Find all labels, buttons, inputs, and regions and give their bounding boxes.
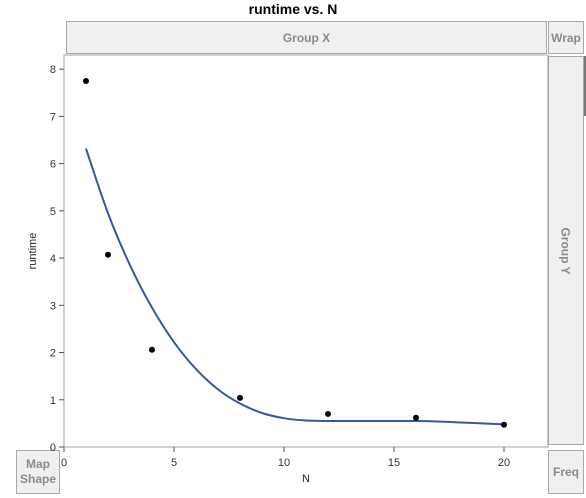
- y-axis-title: runtime: [27, 233, 39, 270]
- y-tick-label-1: 1: [50, 395, 56, 407]
- x-tick-label-15: 15: [388, 457, 400, 469]
- group-x-drop-zone[interactable]: Group X: [66, 21, 547, 54]
- y-tick-label-7: 7: [50, 111, 56, 123]
- group-y-drop-zone[interactable]: Group Y: [548, 56, 584, 445]
- plot-frame: [63, 54, 549, 448]
- x-tick-label-20: 20: [498, 457, 510, 469]
- wrap-label: Wrap: [551, 30, 581, 45]
- data-point-3[interactable]: [149, 346, 155, 353]
- freq-label: Freq: [552, 465, 579, 479]
- data-point-7[interactable]: [501, 421, 507, 428]
- data-point-5[interactable]: [325, 410, 331, 417]
- x-tick-label-5: 5: [171, 457, 177, 469]
- y-tick-label-4: 4: [50, 253, 56, 265]
- wrap-drop-zone[interactable]: Wrap: [548, 21, 584, 54]
- x-axis-title: N: [302, 473, 310, 485]
- y-tick-label-3: 3: [50, 300, 56, 312]
- marks-group: [83, 77, 507, 428]
- y-tick-label-6: 6: [50, 159, 56, 171]
- panel-edge-divider: [584, 56, 586, 116]
- y-tick-label-0: 0: [50, 442, 56, 454]
- group-x-label: Group X: [282, 30, 331, 45]
- map-shape-label-line1: Map: [26, 457, 50, 471]
- y-tick-label-8: 8: [50, 64, 56, 76]
- axes-group: 0 1 2 3 4 5 6 7 8 0 5 10 15 20: [50, 64, 510, 469]
- map-shape-label-line2: Shape: [19, 472, 56, 486]
- data-point-2[interactable]: [105, 251, 111, 258]
- x-tick-label-10: 10: [278, 457, 290, 469]
- data-point-4[interactable]: [237, 394, 243, 401]
- y-tick-label-5: 5: [50, 206, 56, 218]
- freq-drop-zone[interactable]: Freq: [548, 450, 584, 494]
- data-point-1[interactable]: [83, 77, 89, 84]
- smoother-line: [85, 148, 505, 426]
- data-point-6[interactable]: [413, 414, 419, 421]
- chart-title: runtime vs. N: [248, 1, 338, 17]
- x-tick-label-0: 0: [61, 457, 67, 469]
- y-tick-label-2: 2: [50, 348, 56, 360]
- map-shape-drop-zone[interactable]: Map Shape: [16, 450, 60, 494]
